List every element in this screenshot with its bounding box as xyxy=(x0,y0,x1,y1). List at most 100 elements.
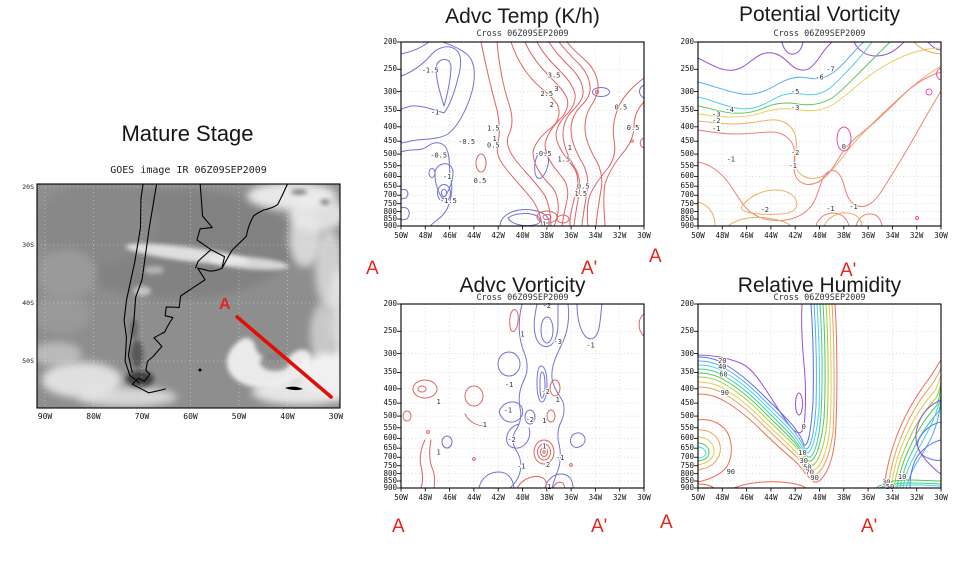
map-lat-label: 50S xyxy=(22,357,34,365)
x-tick-label: 32W xyxy=(612,493,627,502)
y-tick-label: 400 xyxy=(680,121,694,131)
x-tick-label: 38W xyxy=(540,231,554,240)
y-tick-label: 300 xyxy=(680,348,694,358)
contour-label: -2 xyxy=(541,388,549,396)
contour-lines xyxy=(400,41,645,227)
y-tick-label: 450 xyxy=(680,136,694,146)
x-tick-label: 50W xyxy=(394,231,408,240)
x-tick-label: 36W xyxy=(861,493,875,502)
y-tick-label: 750 xyxy=(383,198,397,208)
map-lat-label: 30S xyxy=(22,241,34,249)
contour-label: -0.5 xyxy=(458,138,475,146)
contour-plot: -2 1 -3 -1 -1 -2 1 1 -1 -2 1 1 -2 1 1 -1 2 -1 1 xyxy=(397,301,645,492)
x-tick-label: 40W xyxy=(812,493,827,502)
x-tick-label: 48W xyxy=(418,493,433,502)
contour-label: 2 xyxy=(550,101,554,109)
x-tick-label: 50W xyxy=(691,493,705,502)
x-tick-label: 30W xyxy=(637,493,651,502)
contour-label: -2 xyxy=(543,302,551,310)
x-tick-label: 46W xyxy=(739,493,754,502)
x-tick-label: 32W xyxy=(612,231,627,240)
y-tick-label: 800 xyxy=(680,468,694,478)
y-tick-label: 600 xyxy=(383,171,397,181)
y-tick-label: 650 xyxy=(383,443,397,453)
y-tick-label: 400 xyxy=(383,383,397,393)
contour-label: -2 xyxy=(791,149,799,157)
panel-title: Advc Temp (K/h) xyxy=(445,5,600,28)
map-lon-label: 70W xyxy=(134,412,150,421)
x-tick-label: 36W xyxy=(564,493,578,502)
y-tick-label: 750 xyxy=(680,198,694,208)
endpoint-aprime-advc-vort: A' xyxy=(591,516,608,537)
contour-label: -2 xyxy=(761,206,769,214)
panel-potential-vorticity: Potential Vorticity Cross 06Z09SEP2009 xyxy=(680,3,947,240)
contour-label: -1 xyxy=(586,342,594,350)
y-tick-label: 850 xyxy=(383,476,397,485)
y-tick-label: 600 xyxy=(680,171,694,181)
y-tick-label: 200 xyxy=(383,299,397,308)
plot-gridlines xyxy=(397,303,645,492)
x-tick-label: 38W xyxy=(837,493,851,502)
y-tick-label: 450 xyxy=(680,398,694,408)
y-tick-label: 650 xyxy=(680,443,694,453)
contour-plot: -7-6-5-4-3-2-1-3-2-1-10-2 -1 -1 xyxy=(694,41,942,230)
x-tick-label: 48W xyxy=(715,493,730,502)
contour-label: -3 xyxy=(554,338,562,346)
map-lat-label: 40S xyxy=(22,299,34,307)
endpoint-aprime-pot-vort: A' xyxy=(840,260,857,281)
x-tick-label: 46W xyxy=(442,493,457,502)
y-tick-label: 650 xyxy=(383,181,397,191)
contour-label: -2 xyxy=(712,117,720,125)
cross-section-line xyxy=(235,315,333,399)
map-lon-label: 80W xyxy=(86,412,101,421)
panel-advc-vorticity: Advc Vorticity Cross 06Z09SEP2009 xyxy=(383,274,650,502)
contour-label: 1 xyxy=(437,449,441,457)
endpoint-a-pot-vort: A xyxy=(649,246,662,267)
x-tick-label: 40W xyxy=(515,231,530,240)
contour-label: 20 xyxy=(718,357,726,365)
contour-label: 3.5 xyxy=(548,71,561,79)
y-tick-label: 800 xyxy=(680,206,694,216)
contour-label: -1 xyxy=(712,125,720,133)
y-tick-label: 300 xyxy=(383,348,397,358)
contour-label: 1 xyxy=(542,443,546,451)
contour-label: 1 xyxy=(542,417,546,425)
panel-subtitle: Cross 06Z09SEP2009 xyxy=(476,29,569,39)
satellite-image: 20S 30S 40S 50S 90W 80W 70W 60W 50W 40W 30W A xyxy=(22,183,343,421)
contour-label: -4 xyxy=(725,106,733,114)
contour-label: 50 xyxy=(803,464,811,472)
y-tick-label: 850 xyxy=(680,214,694,223)
y-tick-label: 850 xyxy=(680,476,694,485)
x-tick-label: 34W xyxy=(588,231,603,240)
x-tick-label: 34W xyxy=(885,493,900,502)
y-tick-label: 800 xyxy=(383,468,397,478)
contour-label: 0 xyxy=(802,423,806,431)
contour-label: 2 xyxy=(546,461,550,469)
contour-plot: -1.5-1-0.5-0.5-1-1.50.51.510.522.533.5-0… xyxy=(397,41,645,230)
contour-labels: -2 1 -3 -1 -1 -2 1 1 -1 -2 1 1 -2 1 1 -1 2 -1 1 xyxy=(436,301,596,492)
contour-label: -6 xyxy=(815,74,823,82)
map-point-a-label: A xyxy=(219,295,231,313)
map-lon-label: 60W xyxy=(183,412,198,421)
x-tick-label: 36W xyxy=(861,231,875,240)
contour-label: 1.5 xyxy=(574,190,587,198)
contour-label: -1 xyxy=(556,454,564,462)
map-lat-label: 20S xyxy=(22,183,34,191)
panel-subtitle: Cross 06Z09SEP2009 xyxy=(773,293,866,303)
y-tick-label: 900 xyxy=(680,483,694,492)
contour-label: -5 xyxy=(791,88,799,96)
y-tick-label: 450 xyxy=(383,136,397,146)
panel-relative-humidity: Relative Humidity Cross 06Z09SEP2009 xyxy=(680,274,947,502)
contour-label: 1.5 xyxy=(487,125,500,133)
contour-label: 0.5 xyxy=(577,183,590,191)
map-lon-label: 30W xyxy=(328,412,344,421)
map-lon-label: 90W xyxy=(37,412,53,421)
panel-title: Potential Vorticity xyxy=(738,3,901,26)
y-tick-label: 900 xyxy=(383,221,397,230)
contour-label: 30 xyxy=(882,478,890,486)
y-tick-label: 200 xyxy=(383,37,397,46)
y-tick-label: 600 xyxy=(383,433,397,443)
satellite-map-svg xyxy=(36,183,341,409)
